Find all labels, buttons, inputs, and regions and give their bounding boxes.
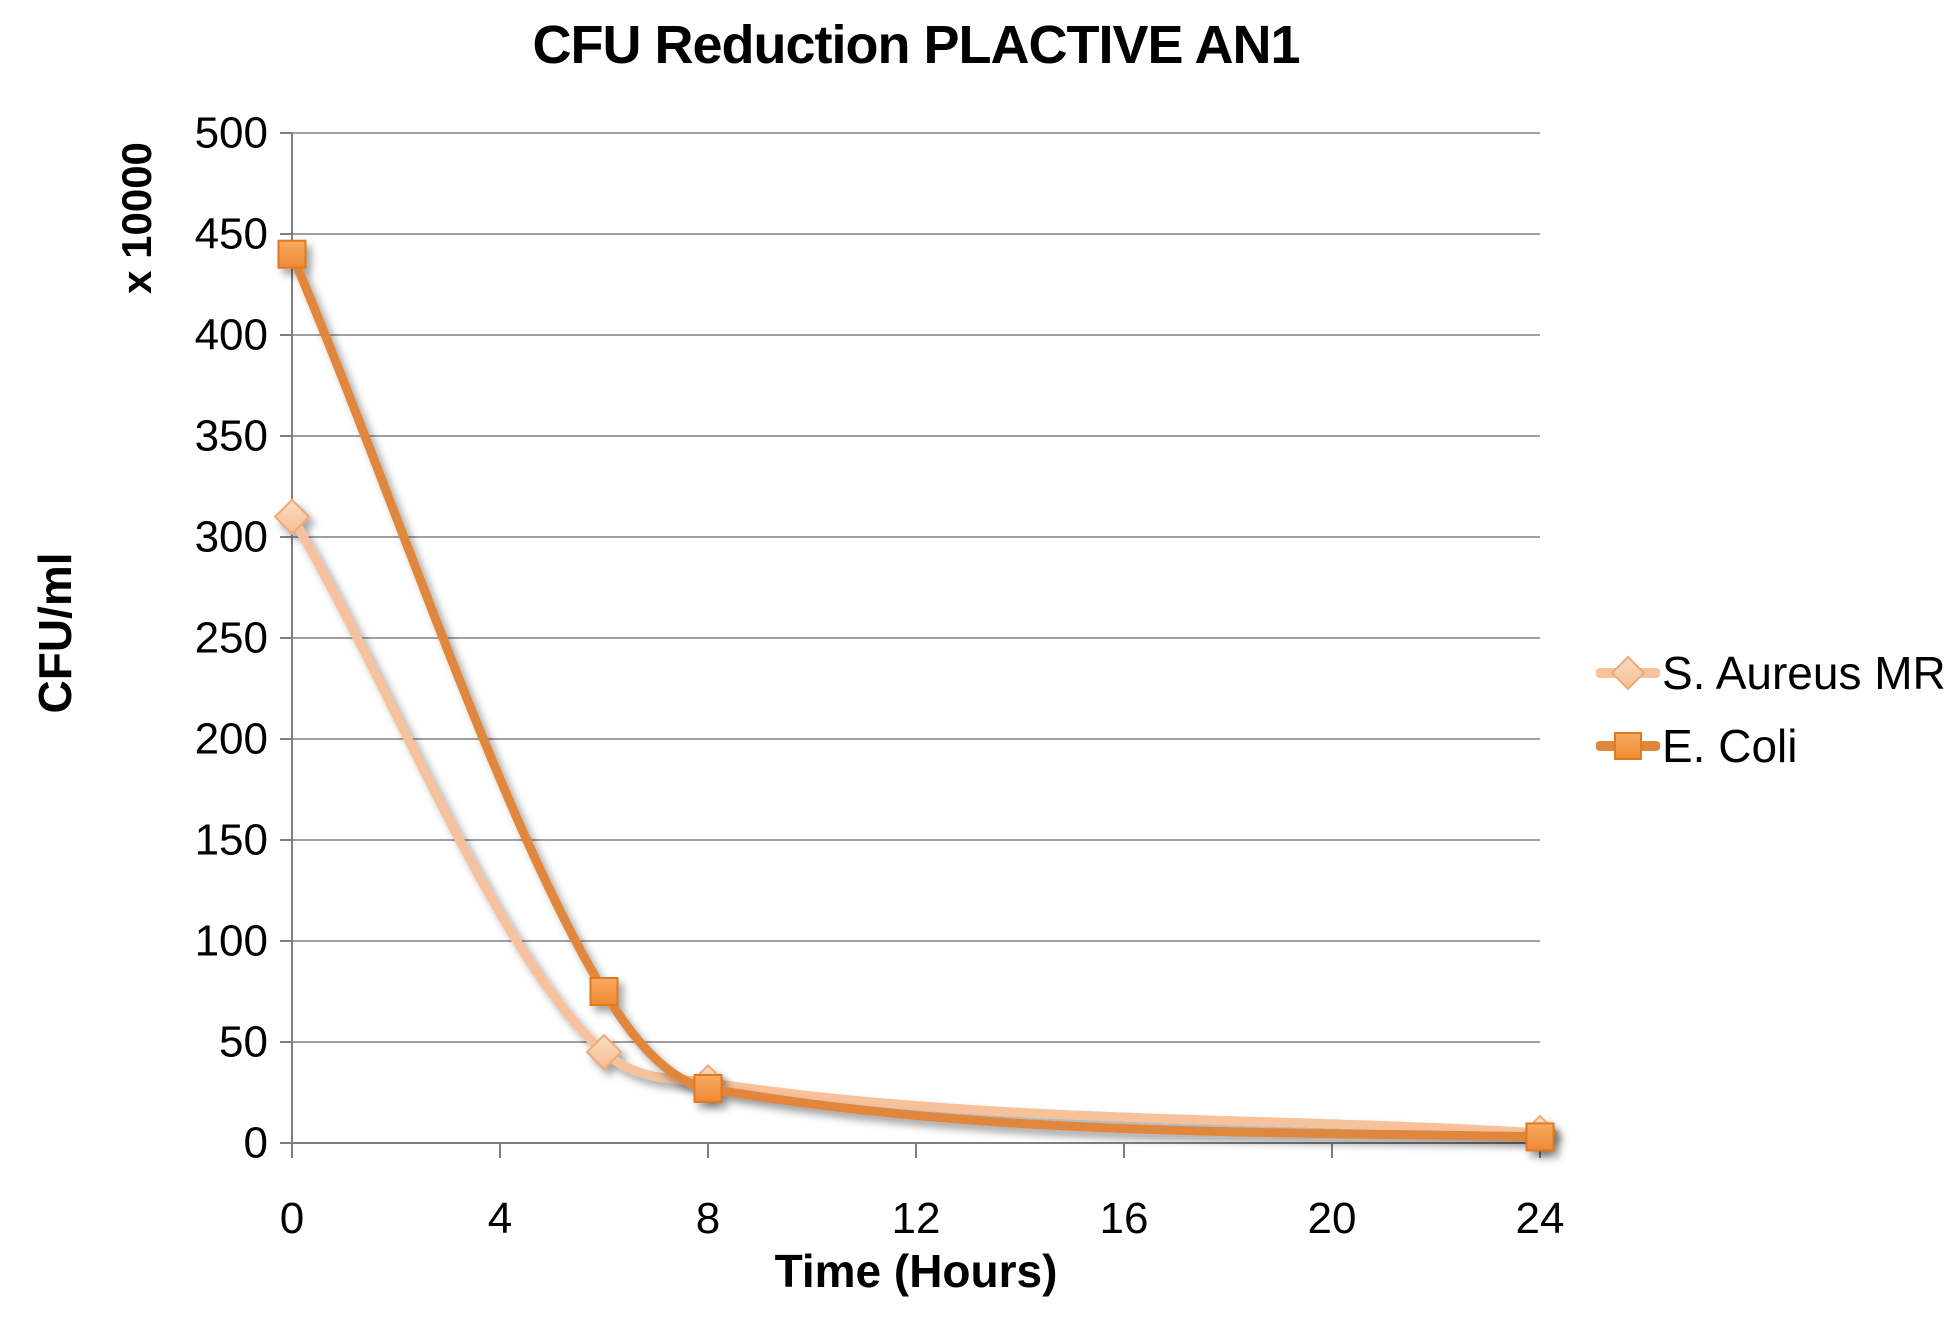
square-marker-icon	[1595, 723, 1661, 769]
y-tick-label: 200	[195, 715, 268, 764]
legend-label-s-aureus-mr: S. Aureus MR	[1662, 646, 1946, 699]
y-tick-label: 150	[195, 816, 268, 865]
y-tick-label: 500	[195, 109, 268, 158]
y-tick-label: 50	[219, 1018, 268, 1067]
x-tick-label: 20	[1308, 1194, 1357, 1243]
y-axis-multiplier-label: x 10000	[113, 142, 160, 294]
y-tick-label: 450	[195, 210, 268, 259]
series-e-coli	[277, 239, 1555, 1152]
legend-item-e-coli: E. Coli	[1595, 709, 1946, 782]
x-tick-label: 4	[488, 1194, 512, 1243]
x-tick-label: 8	[696, 1194, 720, 1243]
y-tick-label: 0	[244, 1119, 268, 1168]
x-axis-title: Time (Hours)	[774, 1245, 1058, 1297]
series-s-aureus-mr	[273, 498, 1559, 1152]
x-tick-label: 0	[280, 1194, 304, 1243]
chart-title: CFU Reduction PLACTIVE AN1	[532, 15, 1300, 75]
x-tick-label: 16	[1100, 1194, 1149, 1243]
legend: S. Aureus MR E. Coli	[1595, 636, 1946, 782]
y-tick-label: 100	[195, 917, 268, 966]
y-tick-label: 350	[195, 412, 268, 461]
diamond-marker-icon	[1595, 650, 1661, 696]
legend-item-s-aureus-mr: S. Aureus MR	[1595, 636, 1946, 709]
x-tick-label: 24	[1516, 1194, 1565, 1243]
y-tick-label: 400	[195, 311, 268, 360]
y-axis-title: CFU/ml	[29, 552, 81, 714]
x-tick-label: 12	[892, 1194, 941, 1243]
y-tick-label: 250	[195, 614, 268, 663]
y-tick-label: 300	[195, 513, 268, 562]
legend-label-e-coli: E. Coli	[1662, 719, 1798, 772]
